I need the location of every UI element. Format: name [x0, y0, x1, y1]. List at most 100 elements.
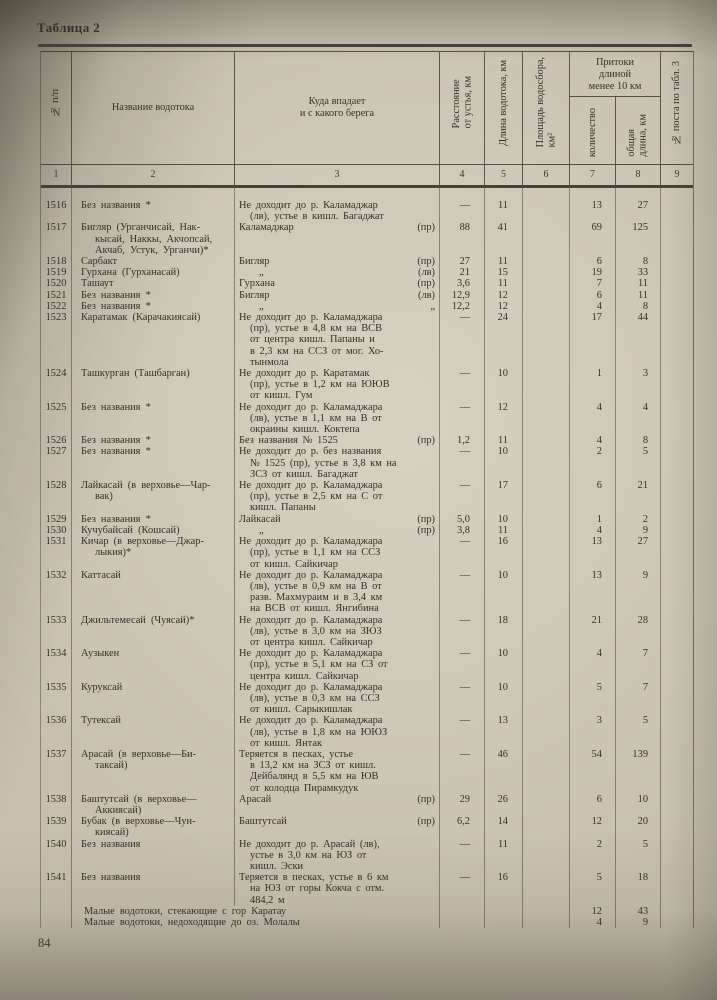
post-cell: [660, 793, 693, 817]
stream-name: Джильтемесай (Чуясай)*: [81, 614, 195, 626]
tributary-length-cell: 11: [615, 289, 660, 301]
area-cell: [522, 748, 569, 794]
col-header-number: № п/п: [41, 51, 71, 165]
stream-name: Кучубайсай (Кошсай): [81, 524, 180, 536]
row-number-cell: 1516: [45, 200, 67, 211]
tributary-length-cell: 125: [615, 222, 660, 257]
row-number-cell: 1529: [45, 513, 67, 525]
destination-cell: Не доходит до р. Каламаджар (лв), устье …: [234, 188, 439, 223]
length-cell: 13: [484, 715, 522, 749]
post-cell: [660, 368, 693, 402]
length-cell: [484, 917, 522, 929]
tributary-length-cell: 3: [615, 368, 660, 402]
stream-name-cell: Без названия *: [71, 300, 234, 313]
table-row: 1537 Арасай (в верховье—Би- таксай) Теряет…: [41, 748, 693, 794]
stream-name: Бубак (в верховье—Чун- киясай): [81, 816, 196, 839]
tributaries-group-title: Притоки длиной менее 10 км: [570, 52, 661, 97]
distance-cell: 3,8: [439, 524, 484, 537]
col-header-tributary-count: количество: [586, 107, 598, 157]
tributary-count-cell: 2: [569, 838, 615, 873]
distance-cell: —: [439, 188, 484, 223]
destination-text: Теряется в песках, устье в 13,2 км на ЗС…: [239, 748, 379, 794]
table-row: 1525 Без названия * Не доходит до р. Калам…: [41, 401, 693, 436]
destination-text: Не доходит до р. Каламаджара (лв), устье…: [239, 401, 383, 436]
post-cell: [660, 278, 693, 290]
tributary-count-cell: 5: [569, 681, 615, 716]
area-cell: [522, 435, 569, 447]
destination-cell: Не доходит до р. Каламаджара (пр), устье…: [234, 312, 439, 369]
destination-cell: Не доходит до р. Каламаджара (лв), устье…: [234, 401, 439, 436]
area-cell: [522, 614, 569, 649]
tributary-count-cell: 3: [569, 715, 615, 749]
bank-label: (пр): [417, 816, 435, 828]
tributary-count-cell: 4: [569, 648, 615, 682]
stream-name-cell: Арасай (в верховье—Би- таксай): [71, 748, 234, 794]
destination-text: „: [259, 267, 264, 279]
stream-name-cell: Без названия *: [71, 401, 234, 436]
stream-name: Кичар (в верховье—Джар- лыкия)*: [81, 536, 204, 559]
bank-label: (пр): [417, 793, 435, 805]
stream-name-cell: Каттасай: [71, 569, 234, 615]
tributary-count-cell: 4: [569, 401, 615, 436]
table-row: 1522 Без названия * „ „ 12,2 12 4 8: [41, 300, 693, 313]
length-cell: 11: [484, 278, 522, 290]
area-cell: [522, 536, 569, 570]
tributary-length-cell: 11: [615, 278, 660, 290]
tributary-length-cell: 18: [615, 872, 660, 906]
post-cell: [660, 188, 693, 223]
length-cell: 10: [484, 569, 522, 615]
tributary-length-cell: 44: [615, 312, 660, 369]
length-cell: 41: [484, 222, 522, 257]
distance-cell: —: [439, 368, 484, 402]
column-index: 4: [439, 165, 484, 188]
row-number-cell: 1531: [45, 536, 67, 548]
stream-name-cell: Ташкурган (Ташбарган): [71, 368, 234, 402]
length-cell: 10: [484, 681, 522, 716]
row-number-cell: 1537: [45, 748, 67, 760]
area-cell: [522, 715, 569, 749]
distance-cell: —: [439, 569, 484, 615]
table-row: 1518 Сарбакт Бигляр (пр) 27 11 6 8: [41, 256, 693, 268]
destination-text: Гурхана: [239, 278, 275, 290]
area-cell: [522, 681, 569, 716]
column-index: 6: [522, 165, 569, 188]
row-number-cell: 1519: [45, 267, 67, 279]
tributary-length-cell: 7: [615, 648, 660, 682]
column-index: 1: [41, 165, 71, 188]
table-top-rule: [38, 44, 692, 47]
length-cell: 18: [484, 614, 522, 649]
tributary-count-cell: 17: [569, 312, 615, 369]
tributary-count-cell: 4: [569, 300, 615, 313]
row-number-cell: 1536: [45, 715, 67, 727]
table-row: 1524 Ташкурган (Ташбарган) Не доходит до р…: [41, 368, 693, 402]
distance-cell: —: [439, 480, 484, 514]
distance-cell: —: [439, 748, 484, 794]
tributary-count-cell: 12: [569, 905, 615, 917]
length-cell: 12: [484, 289, 522, 301]
tributary-count-cell: 13: [569, 536, 615, 570]
distance-cell: 6,2: [439, 816, 484, 839]
destination-cell: Баштутсай (пр): [234, 816, 439, 839]
stream-name: Сарбакт: [81, 256, 118, 268]
tributary-count-cell: 12: [569, 816, 615, 839]
bank-label: (пр): [417, 278, 435, 290]
length-cell: [484, 905, 522, 917]
destination-cell: Не доходит до р. Каламаджара (лв), устье…: [234, 569, 439, 615]
stream-name-cell: Джильтемесай (Чуясай)*: [71, 614, 234, 649]
bank-label: „: [430, 300, 435, 312]
column-index: 9: [660, 165, 694, 188]
distance-cell: —: [439, 312, 484, 369]
table-row: 1519 Гурхана (Гурханасай) „ (лв) 21 15 19 33: [41, 267, 693, 279]
length-cell: 26: [484, 793, 522, 817]
stream-name: Бигляр (Урганчисай, Нак- кысай, Наккы, А…: [81, 222, 213, 256]
stream-name: Без названия *: [81, 289, 151, 301]
table-row: 1541 Без названия Теряется в песках, устье…: [41, 872, 693, 906]
destination-text: Без названия № 1525: [239, 435, 338, 447]
table-row: 1532 Каттасай Не доходит до р. Каламаджара…: [41, 569, 693, 615]
distance-cell: 5,0: [439, 513, 484, 525]
distance-cell: —: [439, 446, 484, 481]
length-cell: 16: [484, 872, 522, 906]
distance-cell: —: [439, 872, 484, 906]
tributary-length-cell: 27: [615, 188, 660, 223]
tributary-count-cell: 6: [569, 256, 615, 268]
